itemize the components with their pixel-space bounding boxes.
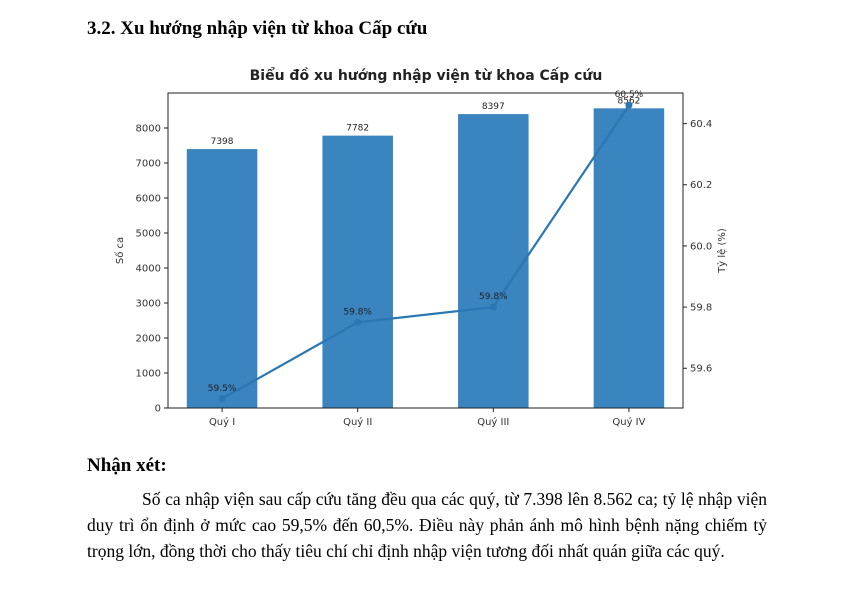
y-tick-label: 3000 [136, 299, 161, 310]
bar [458, 114, 529, 409]
bar-data-label: 8397 [482, 102, 505, 112]
bar-data-label: 7398 [211, 137, 234, 147]
rate-point [218, 395, 226, 403]
bar-data-label: 8562 [617, 96, 640, 106]
y2-tick-label: 59.8 [690, 303, 712, 314]
rate-data-label: 59.8% [479, 292, 508, 302]
rate-data-label: 59.5% [208, 384, 237, 394]
y-tick-label: 1000 [136, 369, 161, 380]
rate-point [489, 303, 497, 311]
chart-title: Biểu đồ xu hướng nhập viện từ khoa Cấp c… [250, 67, 603, 84]
y2-tick-label: 60.2 [690, 180, 712, 191]
y-tick-label: 5000 [136, 229, 161, 240]
y-axis-label: Số ca [114, 237, 126, 264]
rate-point [625, 101, 633, 109]
bar [593, 108, 665, 408]
x-tick-label: Quý I [209, 416, 235, 428]
remarks-title: Nhận xét: [87, 455, 167, 476]
x-tick-label: Quý II [343, 416, 372, 428]
rate-data-label: 59.8% [343, 307, 372, 317]
section-heading: 3.2. Xu hướng nhập viện từ khoa Cấp cứu [87, 18, 428, 39]
rate-point [354, 318, 362, 326]
line-layer: 59.5% 59.8% 59.8% 60.5% [208, 90, 644, 403]
bar [186, 149, 258, 408]
rate-data-label: 60.5% [615, 90, 644, 100]
remarks-body: Số ca nhập viện sau cấp cứu tăng đều qua… [87, 489, 767, 561]
y-tick-label: 8000 [136, 124, 161, 135]
bars-layer: 7398 7782 8397 8562 [186, 96, 665, 409]
bar [322, 135, 393, 408]
y-tick-label: 0 [155, 404, 161, 415]
plot-frame [167, 92, 684, 409]
y-tick-label: 6000 [136, 194, 161, 205]
y-tick-label: 2000 [136, 334, 161, 345]
admission-trend-chart: Biểu đồ xu hướng nhập viện từ khoa Cấp c… [114, 67, 728, 428]
x-tick-label: Quý III [477, 416, 509, 428]
y-tick-label: 7000 [136, 159, 161, 170]
x-tick-label: Quý IV [612, 416, 645, 428]
rate-line [221, 104, 630, 400]
y2-tick-label: 60.4 [690, 119, 712, 130]
y2-tick-label: 59.6 [690, 364, 712, 375]
y2-axis-label: Tỷ lệ (%) [716, 228, 728, 274]
bar-data-label: 7782 [346, 124, 369, 134]
y-tick-label: 4000 [136, 264, 161, 275]
axes-layer: 0 1000 2000 3000 4000 5000 6000 7000 8000 59.6 59.… [136, 92, 712, 428]
y2-tick-label: 60.0 [690, 241, 712, 252]
